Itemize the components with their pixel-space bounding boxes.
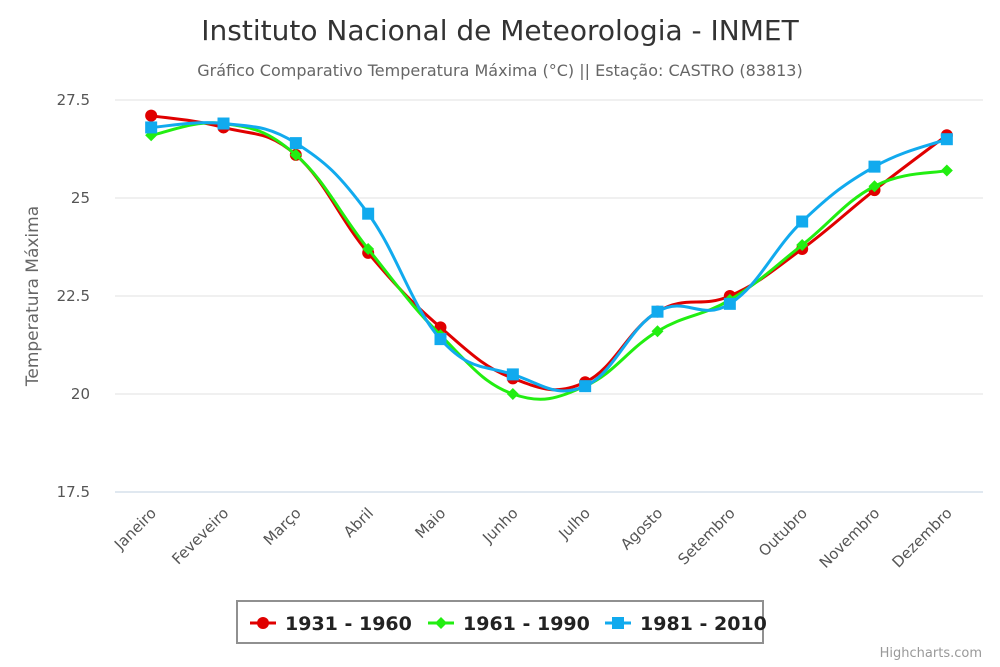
data-point[interactable] xyxy=(579,380,592,393)
x-tick-label: Outubro xyxy=(755,504,811,560)
y-tick-label: 27.5 xyxy=(57,91,90,109)
x-tick-label: Maio xyxy=(412,504,450,542)
data-point[interactable] xyxy=(217,117,230,130)
legend-marker[interactable] xyxy=(435,617,447,629)
data-point[interactable] xyxy=(651,325,664,338)
series-line xyxy=(150,114,948,392)
y-tick-label: 20 xyxy=(71,385,90,403)
series-layer xyxy=(145,109,953,401)
data-point[interactable] xyxy=(362,207,375,220)
x-tick-label: Julho xyxy=(555,504,594,543)
y-axis-ticks: 17.5 20 22.5 25 27.5 xyxy=(57,91,90,501)
data-point[interactable] xyxy=(651,305,664,318)
legend-label: 1981 - 2010 xyxy=(640,613,767,635)
y-tick-label: 17.5 xyxy=(57,483,90,501)
series-line xyxy=(150,121,948,401)
data-point[interactable] xyxy=(289,148,302,161)
y-tick-label: 25 xyxy=(71,189,90,207)
data-point[interactable] xyxy=(434,333,447,346)
data-point[interactable] xyxy=(940,133,953,146)
chart-subtitle: Gráfico Comparativo Temperatura Máxima (… xyxy=(197,61,802,80)
data-point[interactable] xyxy=(289,137,302,150)
x-tick-label: Junho xyxy=(478,504,521,547)
legend-marker[interactable] xyxy=(257,617,269,629)
data-point[interactable] xyxy=(506,368,519,381)
series-1 xyxy=(145,109,953,392)
y-axis-label: Temperatura Máxima xyxy=(23,206,43,387)
x-tick-label: Setembro xyxy=(674,504,738,568)
data-point[interactable] xyxy=(868,160,881,173)
legend-label: 1961 - 1990 xyxy=(463,613,590,635)
data-point[interactable] xyxy=(145,121,158,134)
x-tick-label: Abril xyxy=(340,504,377,541)
data-point[interactable] xyxy=(506,388,519,400)
legend-item[interactable]: 1931 - 1960 xyxy=(250,613,412,635)
grid-layer xyxy=(115,99,983,493)
chart-title: Instituto Nacional de Meteorologia - INM… xyxy=(201,14,799,47)
data-point[interactable] xyxy=(940,164,953,177)
data-point[interactable] xyxy=(362,242,375,255)
legend-item[interactable]: 1981 - 2010 xyxy=(605,613,767,635)
data-point[interactable] xyxy=(868,180,881,193)
x-tick-label: Dezembro xyxy=(888,504,955,571)
legend: 1931 - 1960 1961 - 1990 1981 - 2010 xyxy=(236,600,767,644)
data-point[interactable] xyxy=(796,239,809,252)
legend-item[interactable]: 1961 - 1990 xyxy=(428,613,590,635)
data-point[interactable] xyxy=(723,297,736,310)
series-2 xyxy=(145,117,953,401)
legend-box xyxy=(236,600,764,644)
x-tick-label: Novembro xyxy=(816,504,884,572)
x-tick-label: Março xyxy=(260,504,305,549)
x-tick-label: Janeiro xyxy=(110,504,160,554)
legend-marker[interactable] xyxy=(612,617,624,629)
series-line xyxy=(151,121,948,393)
credits-link[interactable]: Highcharts.com xyxy=(880,646,982,661)
series-3 xyxy=(145,117,953,393)
x-tick-label: Agosto xyxy=(617,504,666,553)
data-point[interactable] xyxy=(145,109,158,122)
y-tick-label: 22.5 xyxy=(57,287,90,305)
x-tick-label: Feveveiro xyxy=(168,504,232,568)
data-point[interactable] xyxy=(796,215,809,228)
legend-label: 1931 - 1960 xyxy=(285,613,412,635)
x-axis-ticks: Janeiro Feveveiro Março Abril Maio Junho Julho… xyxy=(110,504,956,572)
